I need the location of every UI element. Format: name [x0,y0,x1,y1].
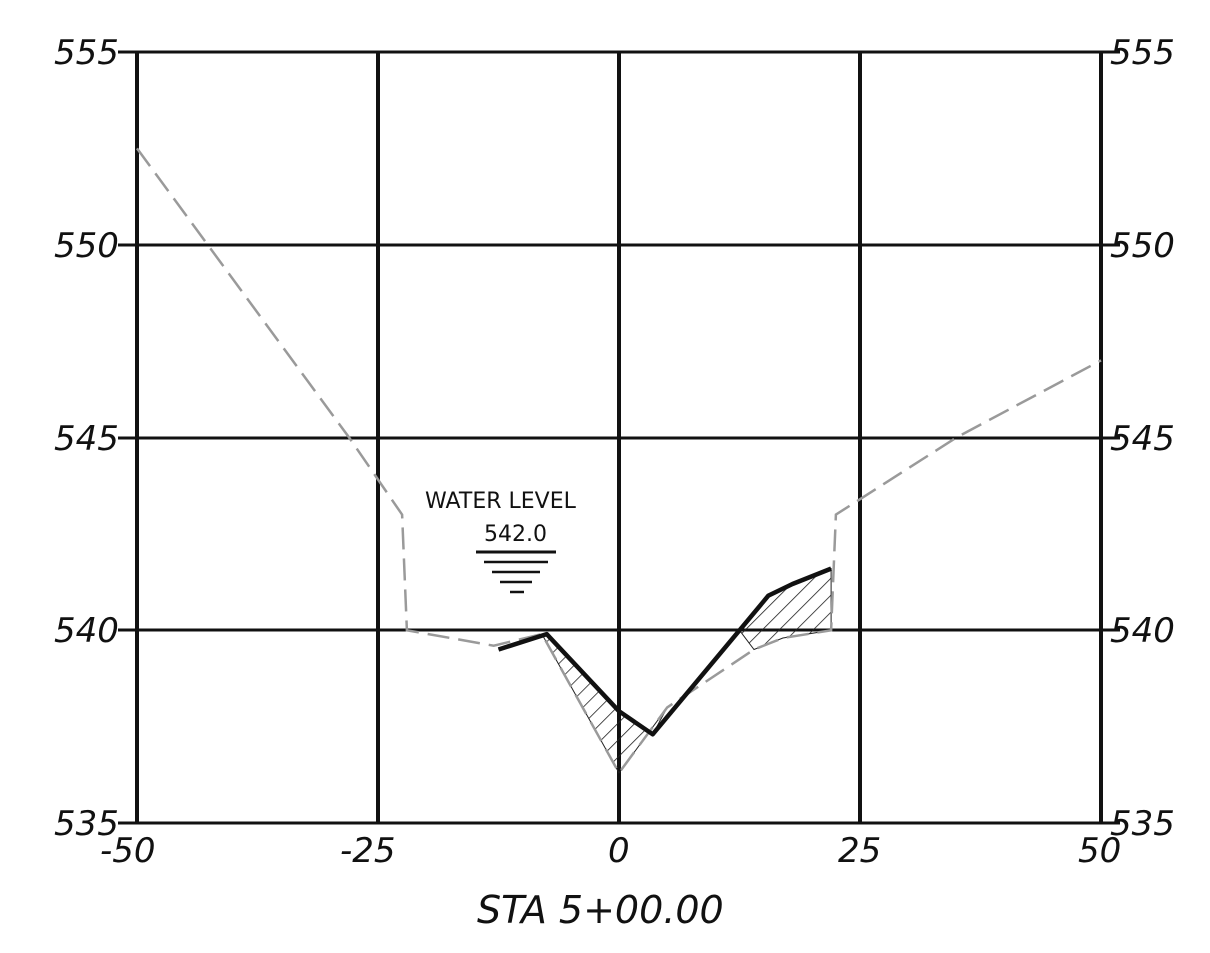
elevation-label: 545 [54,419,119,459]
elevation-label: 550 [54,226,119,266]
elevation-label: 535 [54,804,119,844]
elevation-label: 540 [1110,611,1175,651]
elevation-label: 535 [1110,804,1175,844]
offset-label: 25 [838,831,881,871]
offset-label: -25 [340,831,396,871]
water-level-symbol: WATER LEVEL 542.0 [425,489,577,594]
offset-label: -50 [100,831,156,871]
elevation-label: 555 [54,33,119,73]
existing-ground-line [135,147,1102,776]
elevation-label: 540 [54,611,119,651]
left-elevation-labels: 555 550 545 540 535 [54,33,119,844]
station-offset-labels: -50 -25 0 25 50 [100,831,1121,871]
elevation-label: 550 [1110,226,1175,266]
offset-label: 0 [608,831,630,871]
water-level-elevation: 542.0 [484,522,547,547]
profile-layer [135,147,1102,776]
cut-area-hatch-right [738,567,832,651]
offset-label: 50 [1078,831,1121,871]
elevation-label: 545 [1110,419,1175,459]
proposed-channel-line [497,566,832,737]
water-level-label: WATER LEVEL [425,489,577,514]
cut-area-hatch-left [498,633,668,774]
grid [118,50,1120,825]
station-label: STA 5+00.00 [477,888,724,932]
elevation-label: 555 [1110,33,1175,73]
right-elevation-labels: 555 550 545 540 535 [1110,33,1175,844]
